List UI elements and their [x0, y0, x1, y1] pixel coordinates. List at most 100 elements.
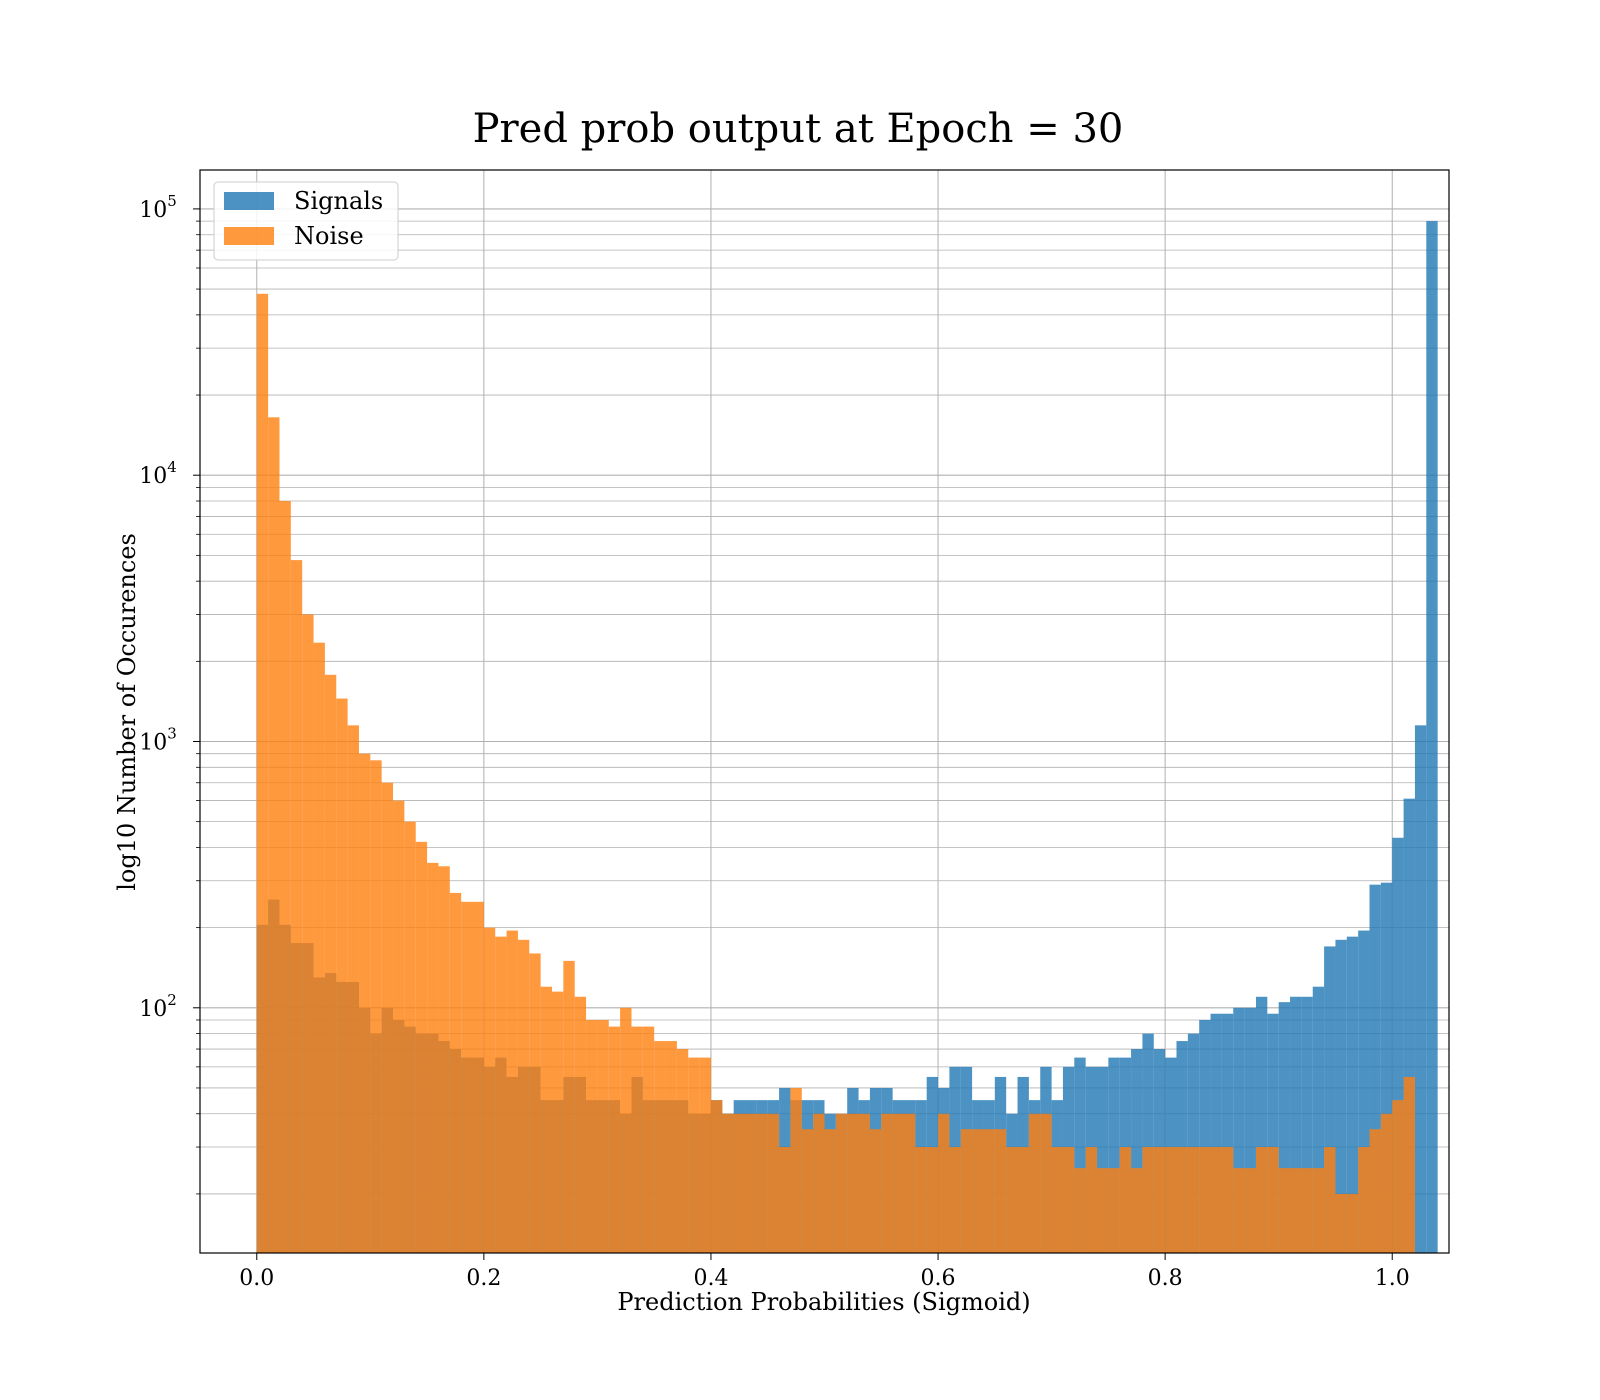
noise-bar: [960, 1129, 973, 1253]
y-tick-label: 103: [139, 724, 177, 755]
noise-bar: [290, 560, 303, 1253]
noise-bar: [1335, 1193, 1347, 1253]
noise-bar: [767, 1113, 780, 1253]
noise-bar: [551, 991, 564, 1253]
noise-bar: [1199, 1147, 1211, 1253]
x-tick-label: 0.0: [239, 1266, 274, 1291]
noise-bar: [1006, 1147, 1018, 1253]
x-tick-label: 0.8: [1148, 1266, 1183, 1291]
noise-bar: [540, 986, 552, 1253]
noise-bar: [1380, 1113, 1393, 1253]
signals-bar: [1358, 930, 1370, 1253]
noise-bar: [302, 614, 314, 1253]
noise-bar: [949, 1147, 961, 1253]
signals-bar: [1142, 1033, 1154, 1253]
x-tick-label: 1.0: [1375, 1266, 1410, 1291]
plot-frame: [199, 169, 1450, 1254]
noise-bar: [393, 800, 405, 1253]
noise-bar: [1403, 1076, 1415, 1253]
legend-swatch-noise: [224, 227, 274, 245]
y-tick-label: 105: [139, 192, 177, 223]
noise-bar: [1119, 1147, 1132, 1253]
signals-bar: [1324, 946, 1336, 1253]
noise-bar: [1074, 1168, 1086, 1253]
signals-bar: [1392, 837, 1404, 1253]
noise-bar: [858, 1113, 870, 1253]
x-axis: 0.0 0.2 0.4 0.6 0.8 1.0: [239, 1253, 1410, 1291]
signals-bar: [1278, 1002, 1291, 1253]
noise-bar: [256, 293, 269, 1254]
noise-bar: [813, 1113, 825, 1253]
noise-bar: [1142, 1147, 1154, 1253]
noise-bar: [1176, 1147, 1188, 1253]
y-tick-label: 102: [139, 991, 177, 1022]
noise-bar: [404, 821, 416, 1253]
noise-bar: [1255, 1147, 1268, 1253]
noise-bars: [256, 293, 1415, 1254]
noise-bar: [1267, 1147, 1279, 1253]
noise-bar: [1051, 1147, 1063, 1253]
noise-bar: [1278, 1168, 1291, 1253]
noise-bar: [1210, 1147, 1222, 1253]
noise-bar: [926, 1147, 939, 1253]
noise-bar: [903, 1113, 916, 1253]
noise-bar: [449, 892, 462, 1253]
noise-bar: [608, 1026, 621, 1253]
y-axis: 102 103 104 105: [139, 192, 200, 1195]
noise-bar: [745, 1113, 757, 1253]
noise-bar: [835, 1113, 848, 1253]
signals-bar: [1108, 1057, 1120, 1253]
noise-bar: [847, 1113, 859, 1253]
legend-label-signals: Signals: [294, 187, 383, 215]
noise-bar: [268, 417, 280, 1254]
noise-bar: [517, 939, 530, 1253]
signals-bar: [1380, 882, 1393, 1253]
noise-bar: [824, 1129, 836, 1253]
signals-bar: [1097, 1066, 1109, 1253]
signals-bar: [1426, 221, 1438, 1254]
noise-bar: [472, 901, 484, 1253]
noise-bar: [1131, 1168, 1143, 1253]
signals-bar: [1255, 996, 1268, 1253]
noise-bar: [1085, 1147, 1098, 1253]
signals-bar: [1290, 996, 1302, 1253]
signals-bar: [1233, 1007, 1245, 1253]
noise-bar: [631, 1026, 643, 1253]
signals-bar: [1267, 1013, 1279, 1253]
noise-bar: [506, 930, 518, 1253]
noise-bar: [427, 862, 439, 1253]
noise-bar: [574, 996, 587, 1253]
noise-bar: [336, 698, 348, 1253]
signals-bar: [1414, 725, 1427, 1253]
legend: Signals Noise: [213, 181, 399, 261]
noise-bar: [983, 1129, 995, 1253]
noise-bar: [801, 1129, 814, 1253]
noise-bar: [699, 1057, 711, 1253]
noise-bar: [1346, 1193, 1359, 1253]
noise-bar: [563, 960, 575, 1253]
signals-bar: [1335, 939, 1347, 1253]
noise-bar: [756, 1113, 768, 1253]
noise-bar: [654, 1041, 666, 1253]
signals-bar: [1346, 936, 1359, 1253]
noise-bar: [1108, 1168, 1120, 1253]
noise-bar: [1392, 1100, 1404, 1253]
signals-bar: [1131, 1049, 1143, 1253]
noise-bar: [358, 753, 371, 1253]
legend-swatch-signals: [224, 192, 274, 210]
noise-bar: [415, 841, 428, 1253]
noise-bar: [1358, 1147, 1370, 1253]
noise-bar: [495, 936, 507, 1253]
y-tick-label: 104: [139, 458, 177, 489]
noise-bar: [665, 1041, 677, 1253]
signals-bar: [1221, 1013, 1234, 1253]
noise-bar: [597, 1019, 609, 1253]
noise-bar: [869, 1129, 882, 1253]
signals-bar: [1244, 1007, 1256, 1253]
noise-bar: [994, 1129, 1007, 1253]
signals-bar: [1199, 1019, 1211, 1253]
noise-bar: [483, 927, 496, 1253]
x-tick-label: 0.6: [921, 1266, 956, 1291]
noise-bar: [381, 782, 394, 1253]
